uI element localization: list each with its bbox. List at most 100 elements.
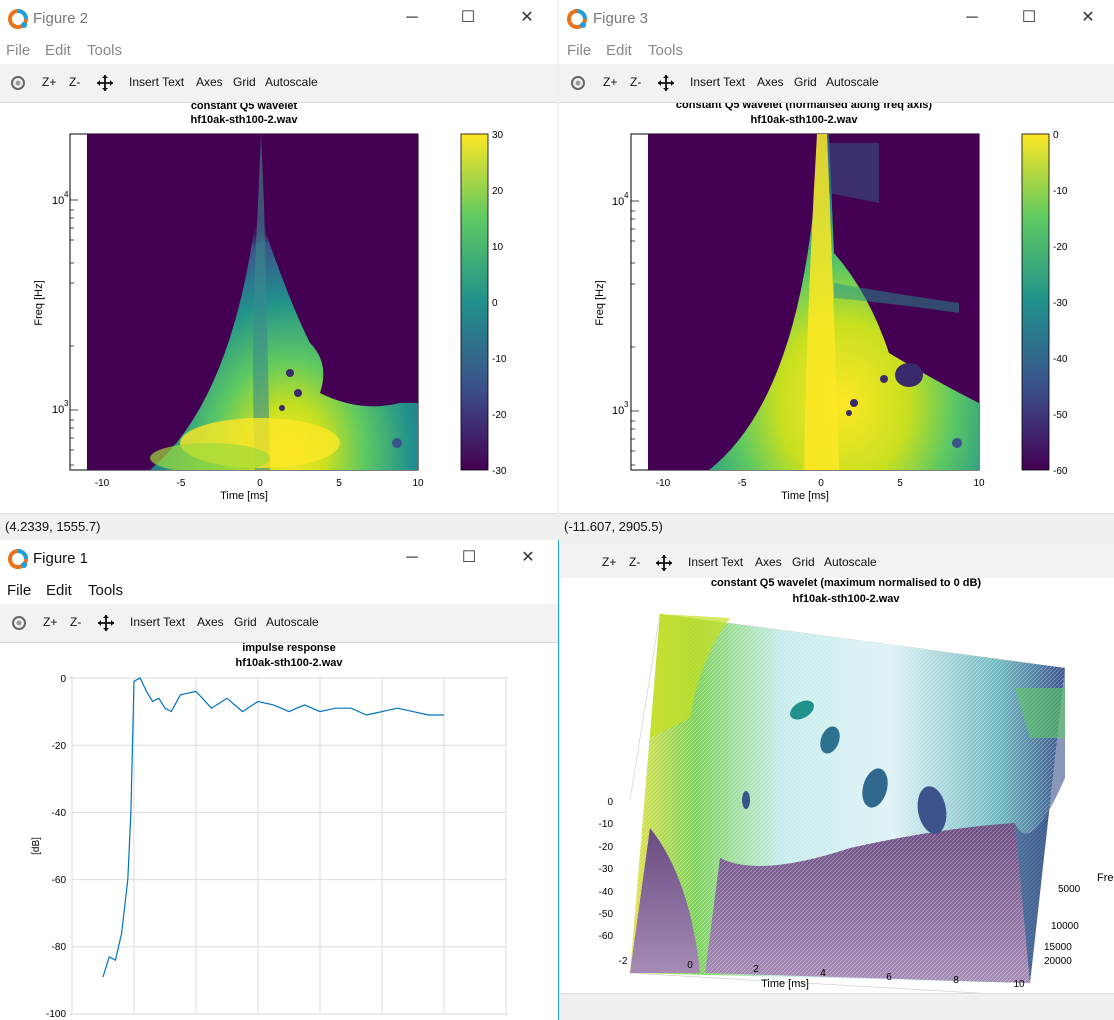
plot-title: constant Q5 wavelet (maximum normalised …: [711, 578, 982, 589]
colorbar-tick: 20: [492, 186, 504, 197]
surface-3d-plot: constant Q5 wavelet (maximum normalised …: [599, 577, 1114, 997]
figure-4-window: Z+ Z- Insert Text Axes Grid Autoscale: [560, 544, 1114, 1020]
menu-tools[interactable]: Tools: [648, 42, 684, 59]
autoscale-button[interactable]: Autoscale: [265, 75, 318, 89]
z-tick-label: 0: [607, 797, 613, 808]
zoom-out-button[interactable]: Z-: [630, 75, 642, 89]
y-axis-label: [dB]: [31, 837, 42, 855]
x-tick-label: 0: [257, 478, 263, 489]
menu-tools[interactable]: Tools: [88, 582, 124, 599]
grid-button[interactable]: Grid: [233, 75, 256, 89]
z-tick-label: -60: [599, 931, 614, 942]
colorbar-tick: -10: [1053, 186, 1068, 197]
plot-area[interactable]: constant Q5 wavelet hf10ak-sth100-2.wav …: [0, 100, 557, 513]
y-axis: 5000 10000 15000 20000 Fre: [1044, 872, 1114, 967]
axes-button[interactable]: Axes: [755, 555, 782, 569]
close-button[interactable]: ✕: [1081, 9, 1095, 26]
zoom-in-button[interactable]: Z+: [602, 555, 617, 569]
rotate-icon[interactable]: [9, 74, 27, 92]
insert-text-button[interactable]: Insert Text: [130, 615, 186, 629]
minimize-button[interactable]: ─: [966, 9, 978, 26]
zoom-out-button[interactable]: Z-: [69, 75, 81, 89]
x-tick-label: -10: [95, 478, 110, 489]
y-tick-label: 10: [52, 404, 64, 416]
grid-button[interactable]: Grid: [794, 75, 817, 89]
y-tick-label: 10: [612, 196, 624, 208]
menu-tools[interactable]: Tools: [87, 42, 123, 59]
axes-button[interactable]: Axes: [196, 75, 223, 89]
colorbar-tick: 0: [1053, 130, 1059, 141]
x-tick-label: 8: [953, 975, 959, 986]
menubar: File Edit Tools: [0, 38, 557, 64]
plot-area[interactable]: impulse response hf10ak-sth100-2.wav [dB…: [0, 642, 558, 1020]
x-tick-label: 5: [336, 478, 342, 489]
x-tick-label: -5: [738, 478, 747, 489]
axes-button[interactable]: Axes: [197, 615, 224, 629]
zoom-out-button[interactable]: Z-: [70, 615, 82, 629]
close-button[interactable]: ✕: [521, 549, 535, 566]
autoscale-button[interactable]: Autoscale: [826, 75, 879, 89]
figure-3-titlebar[interactable]: Figure 3 ─ ☐ ✕: [559, 0, 1114, 38]
menu-file[interactable]: File: [567, 42, 592, 59]
menu-file[interactable]: File: [6, 42, 31, 59]
toolbar: Z+ Z- Insert Text Axes Grid Autoscale: [560, 544, 1114, 583]
x-tick-label: 10: [973, 478, 985, 489]
menu-edit[interactable]: Edit: [45, 42, 71, 59]
y-tick-label: -80: [52, 942, 67, 953]
plot-area[interactable]: constant Q5 wavelet (maximum normalised …: [560, 577, 1114, 997]
zoom-in-button[interactable]: Z+: [42, 75, 57, 89]
autoscale-button[interactable]: Autoscale: [266, 615, 319, 629]
minimize-button[interactable]: ─: [406, 9, 418, 26]
maximize-button[interactable]: ☐: [460, 9, 476, 26]
figure-1-window: Figure 1 ─ ☐ ✕ File Edit Tools Z+ Z- Ins…: [0, 540, 559, 1020]
minimize-button[interactable]: ─: [406, 549, 418, 566]
spectrogram-plot: constant Q5 wavelet hf10ak-sth100-2.wav …: [33, 100, 507, 502]
plot-subtitle: hf10ak-sth100-2.wav: [236, 657, 344, 669]
y-tick-label: -20: [52, 741, 67, 752]
figure-2-titlebar[interactable]: Figure 2 ─ ☐ ✕: [0, 0, 557, 38]
plot-area[interactable]: constant Q5 wavelet (normalised along fr…: [559, 99, 1114, 513]
zoom-in-button[interactable]: Z+: [43, 615, 58, 629]
x-tick-label: 4: [820, 968, 826, 979]
pan-icon[interactable]: [96, 74, 114, 92]
zoom-in-button[interactable]: Z+: [603, 75, 618, 89]
maximize-button[interactable]: ☐: [461, 549, 477, 566]
figure-1-titlebar[interactable]: Figure 1 ─ ☐ ✕: [0, 540, 558, 578]
insert-text-button[interactable]: Insert Text: [690, 75, 746, 89]
y-axis: Freq [Hz] 10 4 10 3: [594, 191, 639, 466]
x-axis-label: Time [ms]: [761, 978, 809, 990]
colorbar-tick: 10: [492, 242, 504, 253]
z-tick-label: -40: [599, 887, 614, 898]
colorbar-tick: -50: [1053, 410, 1068, 421]
zoom-out-button[interactable]: Z-: [629, 555, 641, 569]
pan-icon[interactable]: [657, 74, 675, 92]
colorbar-tick: -20: [492, 410, 507, 421]
surface: [630, 614, 1065, 983]
menu-file[interactable]: File: [7, 582, 32, 599]
y-tick-exponent: 3: [624, 400, 629, 409]
autoscale-button[interactable]: Autoscale: [824, 555, 877, 569]
y-tick-exponent: 4: [624, 191, 629, 200]
window-title: Figure 2: [33, 10, 89, 27]
insert-text-button[interactable]: Insert Text: [688, 555, 744, 569]
z-tick-label: -10: [599, 819, 614, 830]
menu-edit[interactable]: Edit: [606, 42, 632, 59]
pan-icon[interactable]: [655, 554, 673, 572]
grid-button[interactable]: Grid: [792, 555, 815, 569]
colorbar-tick: 0: [492, 298, 498, 309]
maximize-button[interactable]: ☐: [1021, 9, 1037, 26]
pan-icon[interactable]: [97, 614, 115, 632]
x-tick-label: 0: [818, 478, 824, 489]
insert-text-button[interactable]: Insert Text: [129, 75, 185, 89]
close-button[interactable]: ✕: [520, 9, 534, 26]
octave-logo-icon: [567, 9, 587, 29]
y-tick-label: 10: [52, 195, 64, 207]
axes-button[interactable]: Axes: [757, 75, 784, 89]
menu-edit[interactable]: Edit: [46, 582, 72, 599]
y-tick-label: 10: [612, 405, 624, 417]
cursor-coordinates: (-11.607, 2905.5): [564, 519, 663, 534]
y-tick-label: -60: [52, 875, 67, 886]
grid-button[interactable]: Grid: [234, 615, 257, 629]
rotate-icon[interactable]: [10, 614, 28, 632]
rotate-icon[interactable]: [569, 74, 587, 92]
